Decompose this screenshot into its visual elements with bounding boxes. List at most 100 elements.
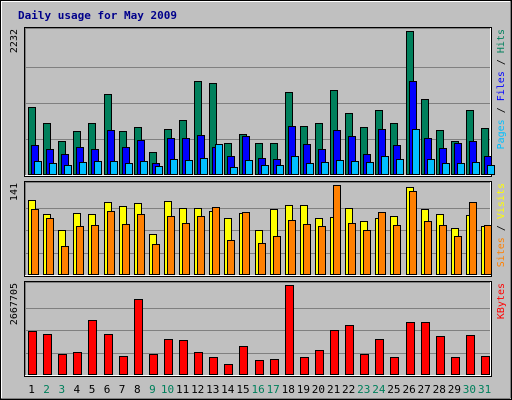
bar-kbytes-day-17 [270,359,279,375]
bar-sites-day-19 [303,224,311,275]
day-label-23: 23 [357,383,370,396]
bar-sites-day-31 [484,225,492,275]
bar-sites-day-22 [348,223,356,275]
day-label-8: 8 [134,383,141,396]
bar-sites-day-24 [378,212,386,275]
bar-sites-day-29 [454,236,462,275]
bar-kbytes-day-9 [149,354,158,375]
day-label-18: 18 [282,383,295,396]
bar-sites-day-18 [288,220,296,275]
bar-pages-day-27 [427,159,435,175]
bar-pages-day-10 [170,159,178,175]
bar-kbytes-day-11 [179,340,188,375]
bar-pages-day-4 [79,162,87,175]
bar-sites-day-20 [318,226,326,275]
bar-kbytes-day-21 [330,330,339,375]
bar-pages-day-18 [291,156,299,175]
day-label-28: 28 [433,383,446,396]
day-label-9: 9 [149,383,156,396]
bar-kbytes-day-5 [88,320,97,375]
bar-pages-day-21 [336,160,344,175]
bar-kbytes-day-14 [224,364,233,375]
bar-kbytes-day-15 [239,346,248,375]
bar-kbytes-day-19 [300,357,309,375]
bar-pages-day-13 [215,144,223,175]
day-labels: 1 2 3 4 5 6 7 8 9 10 11 12 13 14 15 16 17 18 19 20 21 22 23 24 2… [28,383,491,396]
bar-pages-day-23 [366,162,374,175]
day-label-10: 10 [161,383,174,396]
day-label-13: 13 [206,383,219,396]
bar-kbytes-day-7 [119,356,128,375]
bar-pages-day-25 [396,159,404,175]
bar-kbytes-day-16 [255,360,264,375]
bar-sites-day-30 [469,202,477,275]
bar-pages-day-9 [155,166,163,175]
day-label-17: 17 [267,383,280,396]
series-label-visits: Visits [496,183,507,219]
bar-kbytes-day-18 [285,285,294,375]
bar-pages-day-17 [276,165,284,175]
day-label-29: 29 [448,383,461,396]
bar-sites-day-4 [76,226,84,275]
bar-kbytes-day-29 [451,357,460,375]
bar-kbytes-day-27 [421,322,430,375]
bar-pages-day-1 [34,161,42,175]
bar-pages-day-19 [306,163,314,175]
day-label-1: 1 [28,383,35,396]
series-label-separator: / [496,53,507,71]
bar-kbytes-day-1 [28,331,37,375]
panel-3-max-label: 2667705 [9,283,20,325]
bar-kbytes-day-22 [345,325,354,375]
bar-kbytes-day-10 [164,339,173,375]
series-label-hits: Hits [496,29,507,53]
panel-1-series-label: Pages / Files / Hits [496,29,507,149]
bar-sites-day-7 [122,224,130,275]
bar-pages-day-29 [457,163,465,175]
bar-sites-day-25 [393,225,401,275]
bar-sites-day-11 [182,223,190,275]
day-label-4: 4 [73,383,80,396]
panel-2-series-label: Sites / Visits [496,183,507,267]
day-label-16: 16 [251,383,264,396]
bar-kbytes-day-4 [73,352,82,375]
bar-kbytes-day-25 [390,357,399,375]
day-label-3: 3 [58,383,65,396]
day-label-14: 14 [221,383,235,396]
bar-kbytes-day-6 [104,334,113,375]
series-label-files: Files [496,71,507,101]
day-label-25: 25 [387,383,400,396]
day-label-21: 21 [327,383,340,396]
series-label-kbytes: KBytes [496,283,507,319]
bar-pages-day-8 [140,161,148,175]
panel-1: 2232 Pages / Files / Hits [9,27,507,177]
bar-sites-day-13 [212,207,220,275]
bar-pages-day-22 [351,161,359,175]
day-label-22: 22 [342,383,355,396]
day-label-11: 11 [176,383,189,396]
bar-pages-day-5 [94,161,102,175]
bar-sites-day-28 [439,225,447,275]
bar-pages-day-14 [230,167,238,175]
bar-kbytes-day-20 [315,350,324,375]
bar-sites-day-26 [409,191,417,275]
panel-3: 2667705 KBytes [9,281,507,377]
chart-panels: 2232 Pages / Files / Hits 141 Sites / Visit… [9,27,507,377]
day-label-30: 30 [463,383,476,396]
bar-sites-day-2 [46,218,54,275]
bar-sites-day-27 [424,221,432,275]
bar-sites-day-10 [167,216,175,275]
panel-2: 141 Sites / Visits [9,181,507,277]
panel-1-max-label: 2232 [9,29,20,53]
panel-3-series-label: KBytes [496,283,507,319]
bar-kbytes-day-23 [360,354,369,375]
bar-sites-day-16 [258,243,266,275]
bar-kbytes-day-31 [481,356,490,375]
day-label-20: 20 [312,383,325,396]
series-label-sites: Sites [496,237,507,267]
bar-sites-day-1 [31,209,39,275]
series-label-separator: / [496,219,507,237]
bar-pages-day-28 [442,163,450,175]
bar-sites-day-14 [227,240,235,275]
